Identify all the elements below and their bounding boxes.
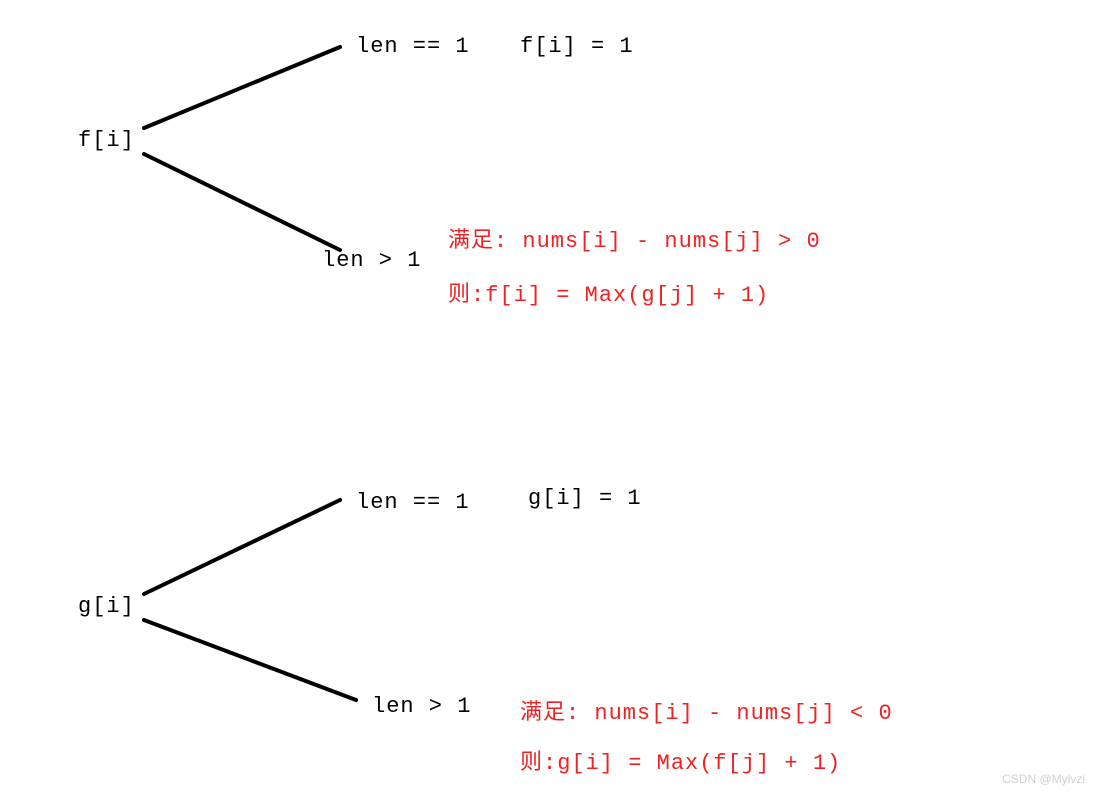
g-lower-line xyxy=(144,620,356,700)
g-upper-line xyxy=(144,500,340,594)
f-upper-result: f[i] = 1 xyxy=(520,34,634,59)
g-upper-result: g[i] = 1 xyxy=(528,486,642,511)
g-upper-condition: len == 1 xyxy=(356,490,470,515)
g-root-label: g[i] xyxy=(78,594,135,619)
f-upper-line xyxy=(144,47,340,128)
f-lower-line xyxy=(144,154,340,250)
g-lower-result-line2: 则:g[i] = Max(f[j] + 1) xyxy=(520,744,841,776)
f-upper-condition: len == 1 xyxy=(356,34,470,59)
f-root-label: f[i] xyxy=(78,128,135,153)
g-lower-condition: len > 1 xyxy=(372,694,471,719)
f-lower-condition: len > 1 xyxy=(322,248,421,273)
watermark-text: CSDN @Mylvzi xyxy=(1002,772,1085,786)
f-lower-result-line2: 则:f[i] = Max(g[j] + 1) xyxy=(448,276,769,308)
branch-lines xyxy=(0,0,1099,794)
diagram-canvas: f[i] len == 1 f[i] = 1 len > 1 满足: nums[… xyxy=(0,0,1099,794)
g-lower-result-line1: 满足: nums[i] - nums[j] < 0 xyxy=(520,694,893,726)
f-lower-result-line1: 满足: nums[i] - nums[j] > 0 xyxy=(448,222,821,254)
